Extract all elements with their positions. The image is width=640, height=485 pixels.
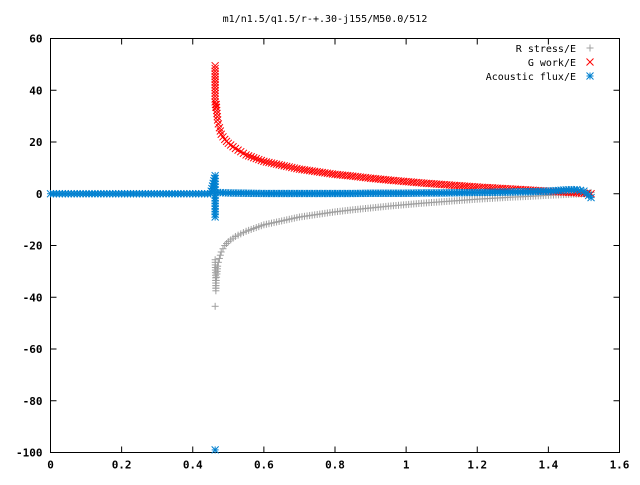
marks-layer <box>46 61 595 454</box>
y-tick-label: 20 <box>29 136 42 149</box>
data-point-fill <box>211 78 220 87</box>
data-point <box>587 193 595 202</box>
data-point <box>221 242 229 249</box>
data-point-fill <box>219 245 227 253</box>
x-tick-label: 0.6 <box>254 459 274 472</box>
data-point <box>214 258 222 266</box>
data-point <box>211 61 220 70</box>
legend: R stress/E G work/E Acoustic flux/E <box>486 44 594 83</box>
data-point-fill <box>211 67 220 76</box>
x-tick-label: 1.6 <box>610 459 630 472</box>
data-point-fill <box>211 72 220 81</box>
y-tick-label: -20 <box>23 240 43 253</box>
y-tick-label: 40 <box>29 84 42 97</box>
data-point-fill <box>257 156 266 165</box>
legend-label: R stress/E <box>516 44 576 55</box>
data-point <box>211 213 220 221</box>
x-tick-label: 1.2 <box>467 459 487 472</box>
data-point-fill <box>223 240 231 248</box>
data-point-fill <box>244 152 253 160</box>
data-point-fill <box>249 153 258 162</box>
data-point-fill <box>213 112 222 121</box>
y-tick-label: -100 <box>16 447 43 460</box>
y-tick-label: 0 <box>36 188 43 201</box>
series-r-stress-e <box>211 188 595 310</box>
data-point-fill <box>216 251 224 259</box>
data-point <box>213 109 221 118</box>
data-point-fill <box>211 81 220 89</box>
x-tick-label: 0.8 <box>325 459 345 472</box>
legend-marker <box>586 44 594 52</box>
data-point-fill <box>211 92 220 101</box>
data-point <box>211 446 220 454</box>
x-tick-label: 1 <box>403 459 410 472</box>
data-point-fill <box>212 103 221 112</box>
data-point-fill <box>211 75 220 84</box>
y-tick-label: -60 <box>23 343 43 356</box>
axes-layer: 0 0.2 0.4 0.6 0.8 1 1.2 1.4 1.6 -100 -80 -60 -40 -20 0… <box>16 33 630 472</box>
data-point-fill <box>247 152 256 161</box>
data-point <box>211 83 220 92</box>
y-tick-label: -80 <box>23 395 43 408</box>
data-point <box>214 262 222 270</box>
data-point <box>217 248 225 256</box>
legend-marker <box>586 58 594 66</box>
y-tick-label: 60 <box>29 33 42 46</box>
x-tick-label: 1.4 <box>538 459 558 472</box>
plot-frame <box>50 38 620 453</box>
data-point-fill <box>211 86 220 95</box>
data-point-fill <box>211 70 220 78</box>
legend-marker <box>586 72 594 80</box>
data-point-fill <box>212 106 221 115</box>
y-tick-label: -40 <box>23 291 43 304</box>
legend-label: G work/E <box>528 58 576 69</box>
data-point <box>215 254 223 262</box>
data-point <box>242 151 250 159</box>
chart-title: m1/n1.5/q1.5/r-+.30-j155/M50.0/512 <box>223 14 428 25</box>
data-point-fill <box>254 155 263 164</box>
series-acoustic-flux-e <box>46 171 595 454</box>
data-point <box>212 100 221 109</box>
x-tick-label: 0 <box>47 459 54 472</box>
x-tick-label: 0.2 <box>112 459 132 472</box>
data-point <box>211 302 219 310</box>
data-point-fill <box>252 154 261 163</box>
data-point-fill <box>211 64 220 73</box>
legend-label: Acoustic flux/E <box>486 72 576 83</box>
x-tick-label: 0.4 <box>183 459 203 472</box>
data-point-fill <box>211 89 220 98</box>
